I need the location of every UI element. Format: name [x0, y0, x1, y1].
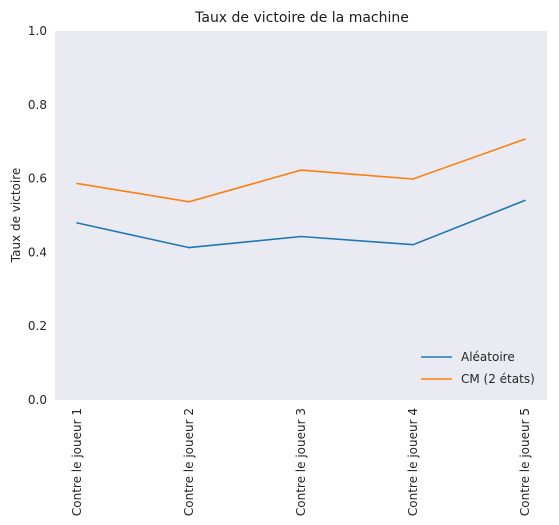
data-point: [412, 178, 414, 180]
y-tick-label: 0.6: [28, 172, 47, 186]
data-point: [76, 222, 78, 224]
x-tick-label: Contre le joueur 4: [406, 408, 420, 516]
x-tick-label: Contre le joueur 1: [70, 408, 84, 516]
legend: Aléatoire CM (2 états): [421, 350, 535, 386]
data-point: [524, 138, 526, 140]
y-axis-label: Taux de victoire: [9, 168, 23, 264]
data-point: [188, 246, 190, 249]
plot-area: [55, 31, 547, 400]
chart-title: Taux de victoire de la machine: [194, 10, 409, 26]
y-tick-label: 0.4: [28, 245, 47, 259]
series-layer: [76, 138, 526, 249]
y-axis-ticks: 0.0 0.2 0.4 0.6 0.8 1.0: [28, 24, 47, 407]
x-tick-label: Contre le joueur 3: [294, 408, 308, 516]
data-point: [188, 201, 190, 203]
y-tick-label: 1.0: [28, 24, 47, 38]
data-point: [300, 169, 302, 171]
data-point: [412, 243, 414, 246]
data-point: [300, 235, 302, 238]
legend-label: CM (2 états): [461, 372, 535, 386]
y-tick-label: 0.0: [28, 393, 47, 407]
legend-label: Aléatoire: [461, 350, 515, 364]
y-tick-label: 0.8: [28, 98, 47, 112]
x-axis-ticks: Contre le joueur 1 Contre le joueur 2 Cont…: [70, 408, 532, 516]
data-point: [76, 182, 78, 185]
x-tick-label: Contre le joueur 2: [182, 408, 196, 516]
data-point: [524, 199, 526, 202]
y-tick-label: 0.2: [28, 319, 47, 333]
x-tick-label: Contre le joueur 5: [518, 408, 532, 516]
